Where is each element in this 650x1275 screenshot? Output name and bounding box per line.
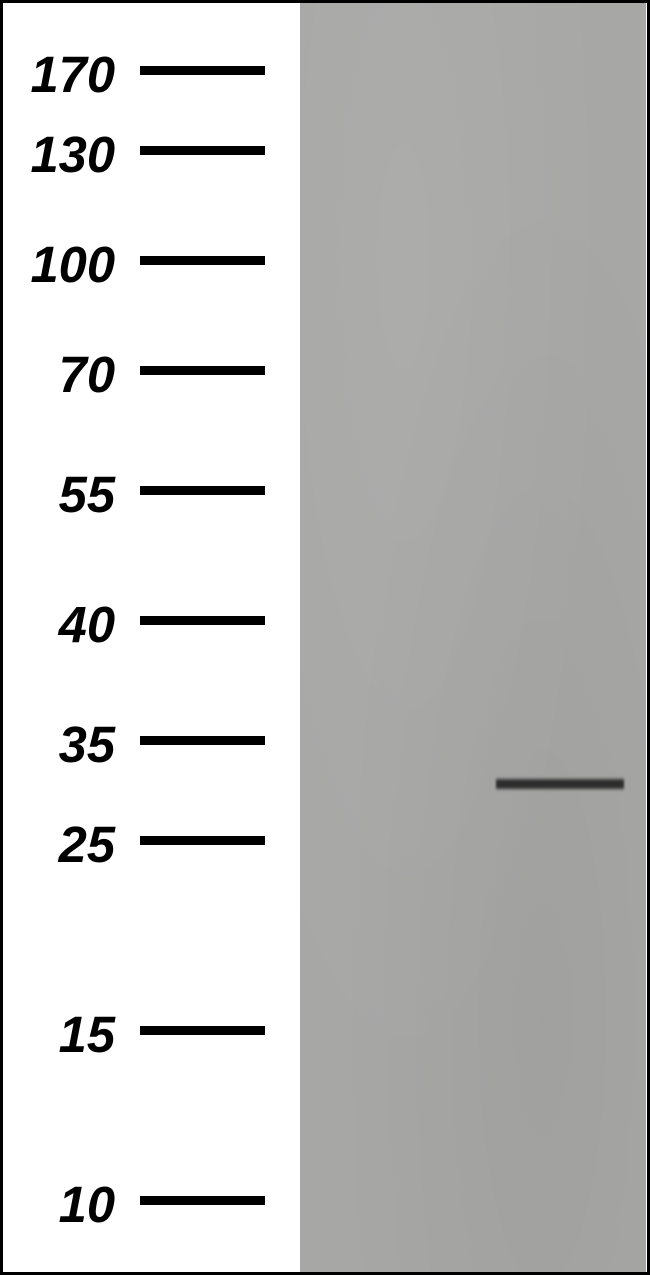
marker-label-100: 100 (30, 235, 115, 294)
lane-1-control (310, 3, 470, 1272)
lane-2-sample (480, 3, 640, 1272)
marker-label-130: 130 (30, 125, 115, 184)
marker-label-10: 10 (59, 1175, 115, 1234)
marker-tick-130 (140, 146, 265, 155)
marker-tick-25 (140, 836, 265, 845)
marker-tick-170 (140, 66, 265, 75)
marker-label-70: 70 (59, 345, 115, 404)
target-band-33kda (496, 777, 624, 791)
marker-tick-10 (140, 1196, 265, 1205)
marker-label-25: 25 (59, 815, 115, 874)
marker-label-35: 35 (59, 715, 115, 774)
marker-label-55: 55 (59, 465, 115, 524)
marker-label-15: 15 (59, 1005, 115, 1064)
marker-label-40: 40 (59, 595, 115, 654)
marker-tick-55 (140, 486, 265, 495)
marker-tick-35 (140, 736, 265, 745)
marker-tick-40 (140, 616, 265, 625)
marker-tick-15 (140, 1026, 265, 1035)
marker-tick-100 (140, 256, 265, 265)
marker-label-170: 170 (30, 45, 115, 104)
marker-tick-70 (140, 366, 265, 375)
blot-canvas: 170 130 100 70 55 40 35 25 15 10 (0, 0, 650, 1275)
